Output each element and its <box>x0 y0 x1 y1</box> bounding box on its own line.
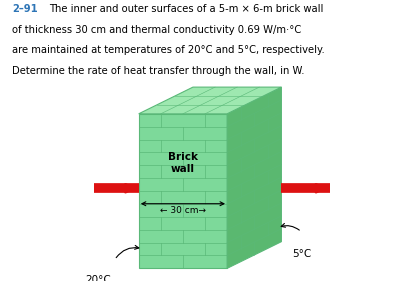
Text: The inner and outer surfaces of a 5-m × 6-m brick wall: The inner and outer surfaces of a 5-m × … <box>49 4 323 14</box>
Text: of thickness 30 cm and thermal conductivity 0.69 W/m·°C: of thickness 30 cm and thermal conductiv… <box>12 25 301 35</box>
Text: 5°C: 5°C <box>291 249 310 259</box>
Text: ← 30 cm→: ← 30 cm→ <box>160 206 205 215</box>
Text: Determine the rate of heat transfer through the wall, in W.: Determine the rate of heat transfer thro… <box>12 66 304 76</box>
Bar <box>138 114 227 268</box>
Text: 2–91: 2–91 <box>12 4 38 14</box>
Polygon shape <box>138 87 281 114</box>
Text: are maintained at temperatures of 20°C and 5°C, respectively.: are maintained at temperatures of 20°C a… <box>12 45 324 55</box>
Text: Brick
wall: Brick wall <box>168 153 197 174</box>
Polygon shape <box>227 87 281 268</box>
Text: 20°C: 20°C <box>85 275 111 281</box>
